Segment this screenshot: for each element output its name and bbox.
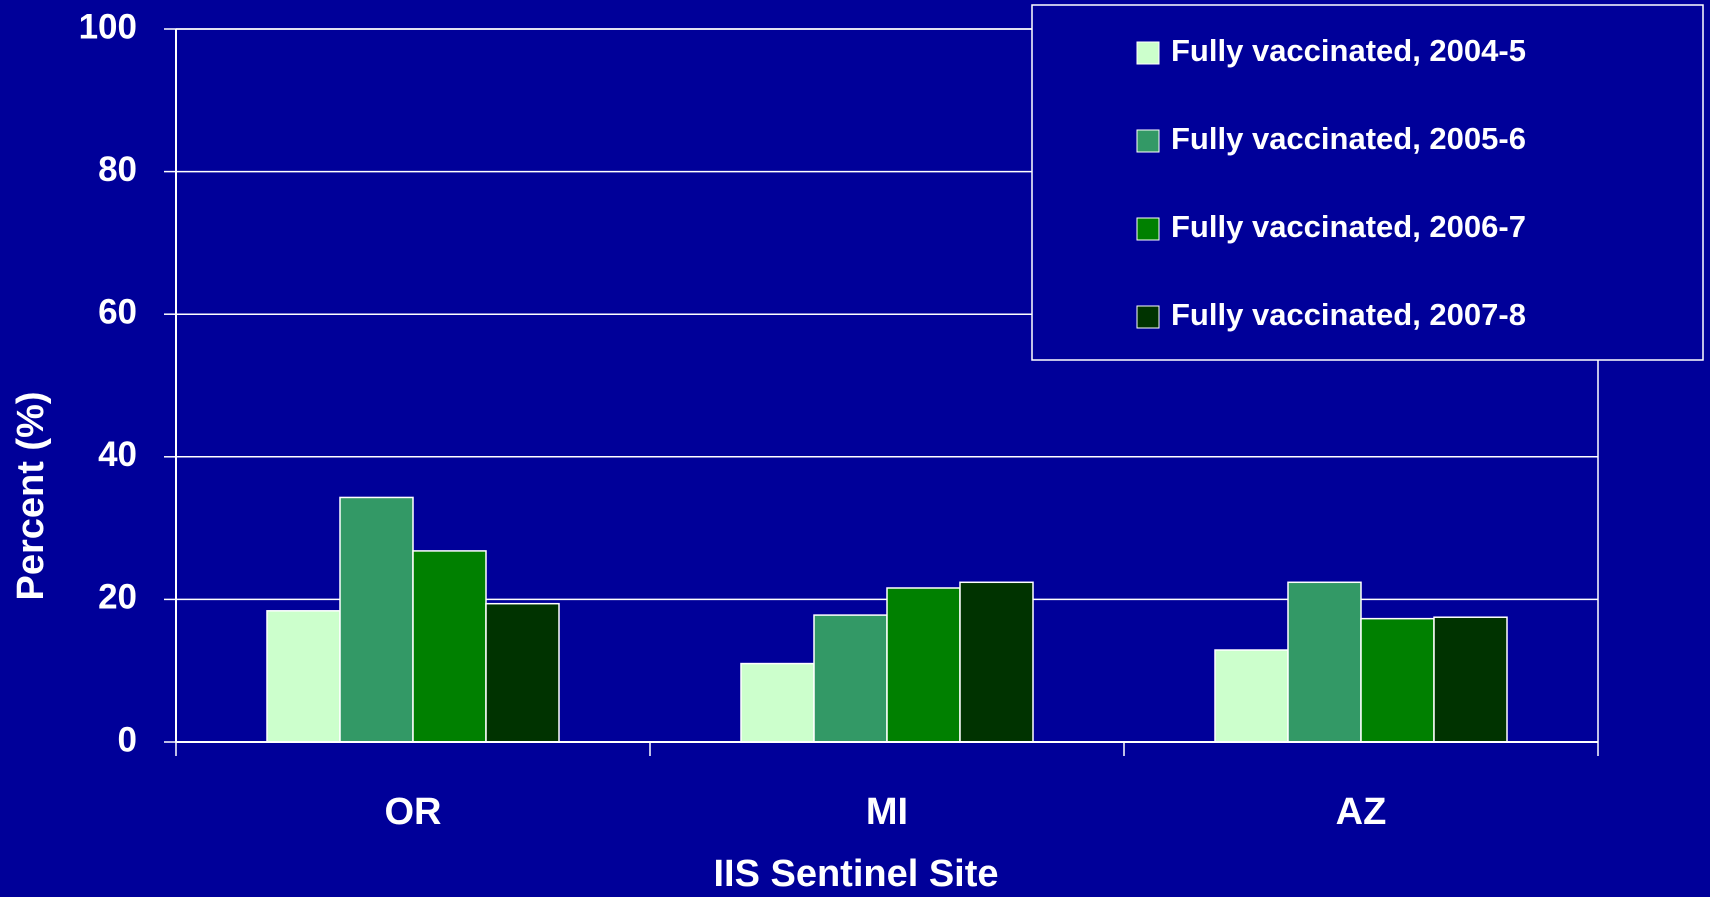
legend-label: Fully vaccinated, 2005-6	[1171, 121, 1526, 156]
y-tick-label: 40	[98, 435, 137, 474]
x-tick-label: OR	[385, 791, 442, 833]
y-axis-label: Percent (%)	[10, 391, 52, 600]
y-tick-label: 80	[98, 150, 137, 189]
x-tick-label: MI	[866, 791, 908, 833]
legend-label: Fully vaccinated, 2007-8	[1171, 297, 1526, 332]
bar	[412, 550, 487, 743]
y-tick-label: 20	[98, 578, 137, 617]
bar	[485, 602, 560, 743]
bar	[813, 614, 888, 743]
bar	[1360, 617, 1435, 743]
legend-swatch	[1136, 217, 1160, 241]
bar	[1214, 649, 1289, 743]
bar	[266, 610, 341, 743]
bar	[959, 581, 1034, 743]
y-tick-label: 60	[98, 292, 137, 331]
x-axis-label: IIS Sentinel Site	[713, 853, 998, 895]
x-tick-label: AZ	[1336, 791, 1387, 833]
y-tick-label: 100	[79, 7, 137, 46]
bar	[740, 662, 815, 743]
legend-swatch	[1136, 41, 1160, 65]
legend-label: Fully vaccinated, 2004-5	[1171, 33, 1526, 68]
bar	[886, 587, 961, 743]
bar	[1287, 581, 1362, 743]
legend-label: Fully vaccinated, 2006-7	[1171, 209, 1526, 244]
bar	[339, 496, 414, 743]
y-tick-label: 0	[118, 720, 137, 759]
bar	[1433, 616, 1508, 743]
legend-swatch	[1136, 129, 1160, 153]
legend-swatch	[1136, 305, 1160, 329]
